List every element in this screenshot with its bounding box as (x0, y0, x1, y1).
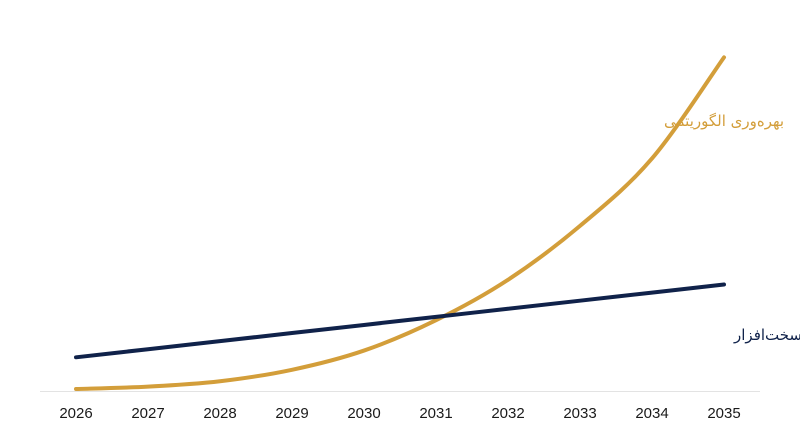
x-tick-label: 2031 (419, 405, 452, 422)
x-tick-label: 2026 (59, 405, 92, 422)
x-tick-label: 2028 (203, 405, 236, 422)
x-tick-label: 2029 (275, 405, 308, 422)
series-line-hardware-scaling (74, 282, 726, 360)
x-tick-label: 2032 (491, 405, 524, 422)
series-layer (74, 55, 726, 391)
x-tick-label: 2027 (131, 405, 164, 422)
series-label-hardware-scaling: مقیاس‌بندی سخت‌افزار (733, 326, 800, 344)
series-line-algorithmic-efficiency (74, 55, 726, 391)
x-axis-ticks: 2026 2027 2028 2029 2030 2031 2032 2033 2034 2035 (59, 405, 740, 422)
x-tick-label: 2035 (707, 405, 740, 422)
x-tick-label: 2033 (563, 405, 596, 422)
x-tick-label: 2030 (347, 405, 380, 422)
series-label-algorithmic-efficiency: بهره‌وری الگوریتمی (664, 112, 784, 130)
x-tick-label: 2034 (635, 405, 668, 422)
